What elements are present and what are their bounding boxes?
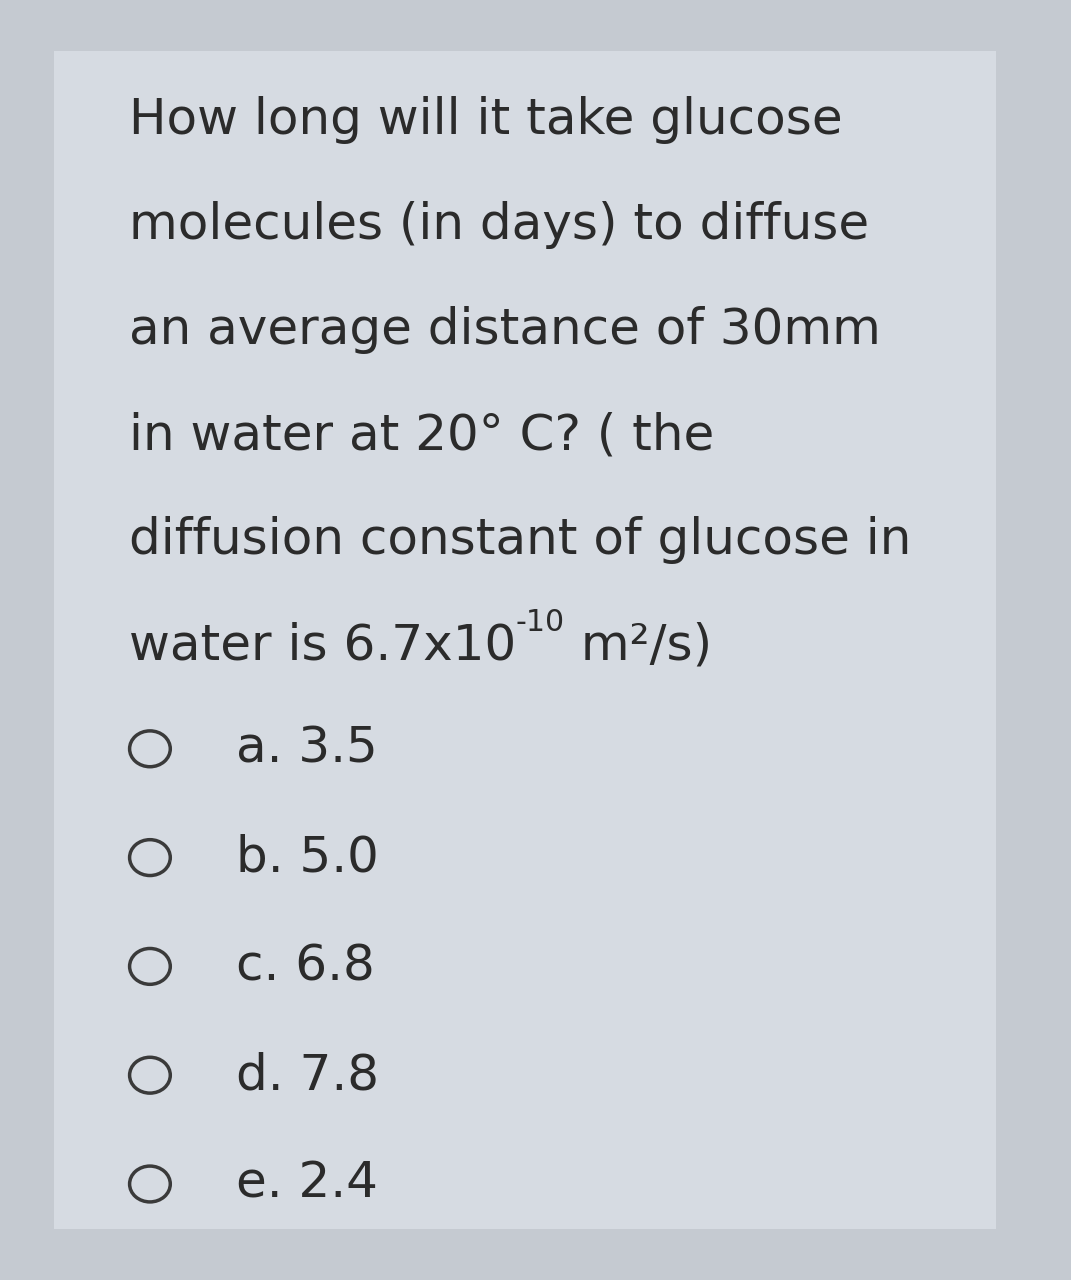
Text: -10: -10 (516, 608, 564, 637)
Text: in water at 20° C? ( the: in water at 20° C? ( the (129, 411, 713, 460)
FancyBboxPatch shape (54, 51, 996, 1229)
Text: -10: -10 (516, 608, 564, 637)
Text: d. 7.8: d. 7.8 (236, 1051, 379, 1100)
Text: b. 5.0: b. 5.0 (236, 833, 378, 882)
Text: molecules (in days) to diffuse: molecules (in days) to diffuse (129, 201, 869, 250)
Text: m²/s): m²/s) (564, 621, 712, 669)
Text: water is 6.7x10: water is 6.7x10 (129, 621, 516, 669)
Text: diffusion constant of glucose in: diffusion constant of glucose in (129, 516, 911, 564)
Text: an average distance of 30mm: an average distance of 30mm (129, 306, 880, 355)
Text: a. 3.5: a. 3.5 (236, 724, 377, 773)
Text: How long will it take glucose: How long will it take glucose (129, 96, 842, 145)
Text: c. 6.8: c. 6.8 (236, 942, 375, 991)
Text: e. 2.4: e. 2.4 (236, 1160, 377, 1208)
